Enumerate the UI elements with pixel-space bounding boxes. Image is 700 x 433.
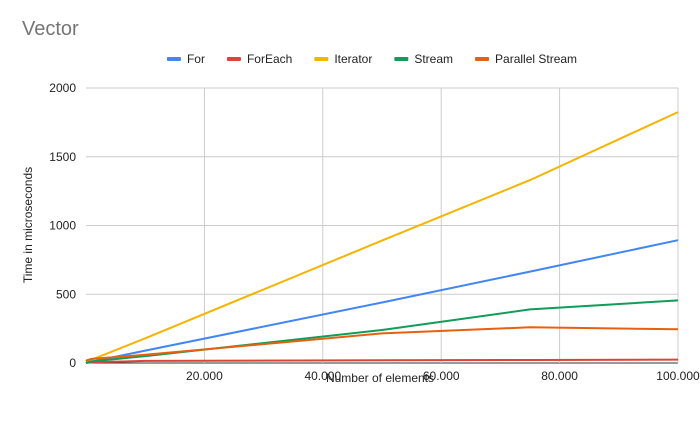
- series-layer: [85, 111, 679, 364]
- legend-swatch-stream: [394, 57, 409, 61]
- x-tick-label: 40.000: [304, 369, 341, 383]
- series-line-for: [85, 239, 679, 364]
- series-line-stream: [85, 299, 679, 364]
- x-tick-label: 20.000: [186, 369, 223, 383]
- legend-label-foreach: ForEach: [247, 52, 292, 66]
- legend-layer: For ForEach Iterator Stream Parallel Stream: [166, 52, 577, 66]
- y-tick-label: 2000: [49, 81, 76, 95]
- y-tick-label: 0: [69, 356, 76, 370]
- legend-swatch-foreach: [226, 57, 241, 61]
- y-tick-label: 1500: [49, 150, 76, 164]
- legend-swatch-iterator: [314, 57, 329, 61]
- y-tick-label: 1000: [49, 219, 76, 233]
- series-line-parallel-stream: [85, 326, 679, 362]
- legend-swatch-parallel-stream: [475, 57, 490, 61]
- y-tick-label: 500: [56, 287, 76, 301]
- y-axis-label: Time in microseconds: [21, 167, 35, 283]
- x-axis-label: Number of elements: [326, 371, 434, 385]
- legend-label-iterator: Iterator: [334, 52, 372, 66]
- legend-label-stream: Stream: [414, 52, 453, 66]
- x-tick-label: 100.000: [656, 369, 700, 383]
- legend-swatch-for: [166, 57, 181, 61]
- chart-title: Vector: [22, 18, 79, 40]
- legend-label-parallel-stream: Parallel Stream: [495, 52, 577, 66]
- grid-layer: [86, 87, 679, 364]
- x-tick-label: 60.000: [423, 369, 460, 383]
- series-line-foreach: [85, 358, 679, 364]
- series-line-iterator: [85, 111, 679, 364]
- x-tick-label: 80.000: [541, 369, 578, 383]
- legend-label-for: For: [187, 52, 205, 66]
- axis-layer: 0 500 1000 1500 2000 20.000 40.000 60.000 80.000…: [49, 81, 700, 383]
